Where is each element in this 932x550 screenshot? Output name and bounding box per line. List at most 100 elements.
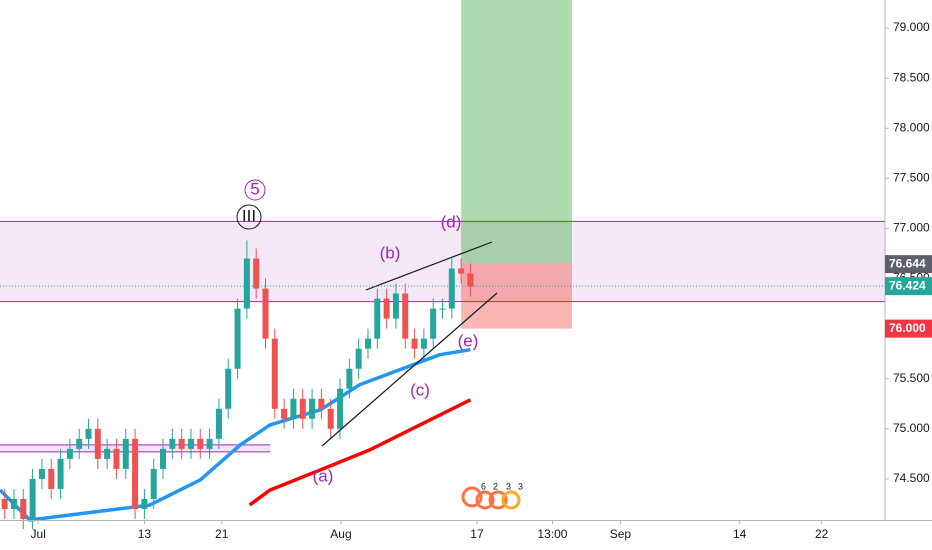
price-label: 76.644 <box>889 256 926 270</box>
wave-label: (e) <box>458 331 479 350</box>
candle-body <box>299 398 306 419</box>
plot-area <box>0 0 885 530</box>
candle-body <box>57 458 64 489</box>
candle-body <box>374 298 381 339</box>
zone <box>461 263 572 329</box>
wave-label: III <box>242 206 256 225</box>
candle-body <box>448 268 455 309</box>
y-tick-label: 78.000 <box>893 120 930 134</box>
candle-body <box>76 438 83 449</box>
x-tick-label: 14 <box>733 527 747 541</box>
candle-body <box>262 288 269 339</box>
price-label: 76.000 <box>889 321 926 335</box>
candle-body <box>253 258 260 289</box>
candle-body <box>411 338 418 349</box>
y-tick-label: 77.500 <box>893 171 930 185</box>
wave-label: (c) <box>410 380 430 399</box>
price-label-bg <box>885 319 932 338</box>
candle-body <box>337 388 344 429</box>
moving-average <box>0 347 471 522</box>
candle-body <box>355 348 362 369</box>
price-label-bg <box>885 277 932 296</box>
x-tick-label: 13:00 <box>537 527 567 541</box>
candle-body <box>467 273 474 287</box>
zone <box>0 221 885 302</box>
y-tick-label: 78.500 <box>893 70 930 84</box>
candle-body <box>225 368 232 409</box>
y-tick-label: 77.000 <box>893 221 930 235</box>
candle-body <box>29 478 36 519</box>
candle-body <box>141 498 148 509</box>
candle-body <box>215 408 222 439</box>
zone <box>461 0 572 264</box>
wave-label: (d) <box>441 212 462 231</box>
candle-body <box>1 498 8 509</box>
logo-ring <box>461 486 483 508</box>
candle-body <box>281 408 288 419</box>
candle-body <box>392 293 399 319</box>
candle-body <box>150 468 157 499</box>
candle-body <box>327 408 334 429</box>
candle-body <box>104 448 111 459</box>
wave-label: (b) <box>380 243 401 262</box>
candle-body <box>10 498 17 509</box>
candle-body <box>94 428 101 459</box>
candle-body <box>48 468 55 489</box>
candle-body <box>309 398 316 419</box>
candle-body <box>439 308 446 310</box>
x-tick-label: 22 <box>815 527 829 541</box>
trend-line <box>365 241 493 291</box>
candle-body <box>271 338 278 409</box>
price-label: 76.424 <box>889 278 926 292</box>
price-label-bg <box>885 255 932 274</box>
logo-ring <box>488 490 508 510</box>
candle-body <box>243 258 250 309</box>
candle-body <box>290 398 297 419</box>
logo-digit: 3 <box>518 481 523 491</box>
candle-body <box>206 438 213 449</box>
logo-digit: 3 <box>506 481 511 491</box>
candle-body <box>160 448 167 469</box>
candle-body <box>178 438 185 449</box>
logo-digit: 2 <box>493 481 498 491</box>
candle-body <box>187 438 194 449</box>
candle-body <box>402 293 409 339</box>
y-tick-label: 79.000 <box>893 20 930 34</box>
x-tick-label: Sep <box>610 527 632 541</box>
candle-body <box>85 428 92 439</box>
candle-body <box>132 438 139 509</box>
y-tick-label: 75.500 <box>893 371 930 385</box>
x-tick-label: Aug <box>330 527 351 541</box>
candle-body <box>122 438 129 469</box>
moving-average <box>248 398 472 507</box>
y-tick-label: 75.000 <box>893 421 930 435</box>
wave-label: (a) <box>313 466 334 485</box>
candle-body <box>66 448 73 459</box>
wave-label: 5 <box>250 179 259 198</box>
candle-body <box>38 468 45 479</box>
logo-ring <box>475 490 495 510</box>
candle-body <box>346 368 353 389</box>
logo-ring <box>501 490 521 510</box>
candle-body <box>364 338 371 349</box>
x-tick-label: Jul <box>31 527 46 541</box>
x-tick-label: 21 <box>215 527 229 541</box>
candle-body <box>430 308 437 339</box>
logo: 6 2 3 3 <box>461 481 523 510</box>
x-tick-label: 13 <box>138 527 152 541</box>
candle-body <box>169 438 176 449</box>
wave-circle <box>244 179 266 201</box>
trend-line <box>321 292 498 447</box>
candle-body <box>318 398 325 409</box>
candle-body <box>113 448 120 469</box>
candle-body <box>197 438 204 449</box>
x-tick-label: 17 <box>470 527 484 541</box>
y-tick-label: 74.500 <box>893 471 930 485</box>
candle-body <box>420 338 427 349</box>
candle-body <box>458 268 465 274</box>
logo-digit: 6 <box>481 481 486 491</box>
candle-body <box>20 498 27 519</box>
wave-circle <box>236 204 262 230</box>
candle-body <box>234 308 241 369</box>
